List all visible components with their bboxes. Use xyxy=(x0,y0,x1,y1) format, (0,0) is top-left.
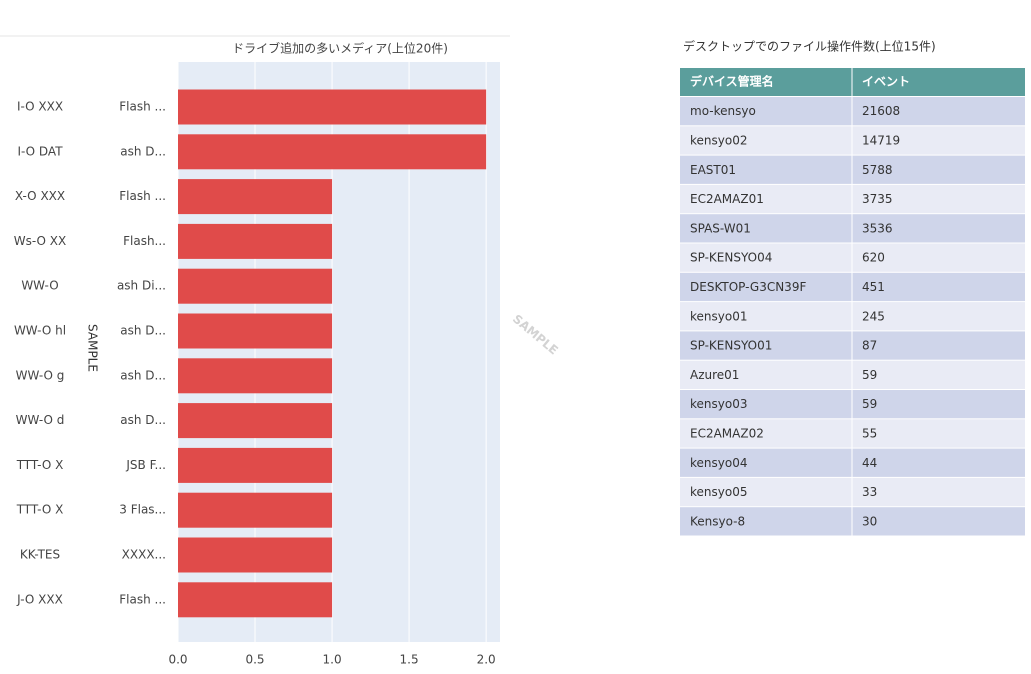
bar xyxy=(178,537,333,573)
y-tick-label: ash D... xyxy=(120,324,166,338)
y-tick-label: XXXX... xyxy=(122,548,166,562)
table-cell: EC2AMAZ02 xyxy=(690,426,764,440)
table-cell: SP-KENSYO04 xyxy=(690,251,772,265)
y-tick-label: Flash ... xyxy=(119,592,166,606)
x-tick-label: 1.5 xyxy=(400,653,419,667)
table-title: デスクトップでのファイル操作件数(上位15件) xyxy=(683,39,936,54)
table-cell: kensyo01 xyxy=(690,309,747,323)
header-cell: イベント xyxy=(862,75,910,89)
y-tick-label: WW-O d xyxy=(16,413,65,427)
table-cell: SP-KENSYO01 xyxy=(690,339,772,353)
table-cell: 30 xyxy=(862,514,877,528)
bar xyxy=(178,313,333,349)
table-cell: 451 xyxy=(862,280,885,294)
header-cell: デバイス管理名 xyxy=(690,74,774,89)
table-cell: kensyo04 xyxy=(690,456,747,470)
y-tick-label: 3 Flas... xyxy=(119,503,166,517)
table-cell: 21608 xyxy=(862,104,900,118)
bar xyxy=(178,89,487,125)
table-cell: mo-kensyo xyxy=(690,104,756,118)
table-cell: EAST01 xyxy=(690,163,736,177)
table-cell: kensyo05 xyxy=(690,485,747,499)
table-cell: 55 xyxy=(862,426,877,440)
x-tick-label: 0.5 xyxy=(245,653,264,667)
y-tick-label: KK-TES xyxy=(20,548,60,562)
y-tick-label: ash D... xyxy=(120,144,166,158)
table-cell: Kensyo-8 xyxy=(690,514,745,528)
y-tick-label: TTT-O X xyxy=(16,458,64,472)
bar xyxy=(178,582,333,618)
watermark: SAMPLE xyxy=(86,324,100,372)
table-cell: kensyo03 xyxy=(690,397,747,411)
bar xyxy=(178,403,333,439)
table-cell: 44 xyxy=(862,456,877,470)
x-tick-label: 0.0 xyxy=(168,653,187,667)
bar xyxy=(178,134,487,170)
bar xyxy=(178,492,333,528)
table-cell: DESKTOP-G3CN39F xyxy=(690,280,806,294)
y-tick-label: I-O DAT xyxy=(17,144,63,158)
bar xyxy=(178,179,333,215)
y-tick-label: ash D... xyxy=(120,413,166,427)
table-cell: 33 xyxy=(862,485,877,499)
bar xyxy=(178,268,333,304)
chart-title: ドライブ追加の多いメディア(上位20件) xyxy=(232,41,448,56)
table-cell: Azure01 xyxy=(690,368,739,382)
table-cell: 14719 xyxy=(862,133,900,147)
table-cell: SPAS-W01 xyxy=(690,221,751,235)
y-tick-label: I-O XXX xyxy=(17,100,63,114)
y-tick-label: WW-O g xyxy=(16,368,65,382)
y-tick-label: ash D... xyxy=(120,368,166,382)
table-cell: 87 xyxy=(862,339,877,353)
table-cell: kensyo02 xyxy=(690,133,747,147)
y-tick-label: ash Di... xyxy=(117,279,166,293)
y-tick-label: TTT-O X xyxy=(16,503,64,517)
y-tick-label: X-O XXX xyxy=(15,189,65,203)
table-cell: 59 xyxy=(862,397,877,411)
y-tick-label: WW-O xyxy=(21,279,58,293)
bar xyxy=(178,447,333,483)
table-cell: 3735 xyxy=(862,192,893,206)
table-cell: 59 xyxy=(862,368,877,382)
x-tick-label: 2.0 xyxy=(477,653,496,667)
table-cell: 620 xyxy=(862,251,885,265)
x-tick-label: 1.0 xyxy=(323,653,342,667)
y-tick-label: WW-O hl xyxy=(14,324,66,338)
watermark: SAMPLE xyxy=(510,312,561,358)
table-cell: 5788 xyxy=(862,163,893,177)
table-cell: 245 xyxy=(862,309,885,323)
y-tick-label: J-O XXX xyxy=(16,592,63,606)
y-tick-label: Flash ... xyxy=(119,189,166,203)
y-tick-label: Flash ... xyxy=(119,100,166,114)
bar xyxy=(178,223,333,259)
y-tick-label: Flash... xyxy=(123,234,166,248)
y-tick-label: JSB F... xyxy=(125,458,166,472)
table-cell: 3536 xyxy=(862,221,893,235)
table-cell: EC2AMAZ01 xyxy=(690,192,764,206)
y-tick-label: Ws-O XX xyxy=(14,234,66,248)
bar xyxy=(178,358,333,394)
